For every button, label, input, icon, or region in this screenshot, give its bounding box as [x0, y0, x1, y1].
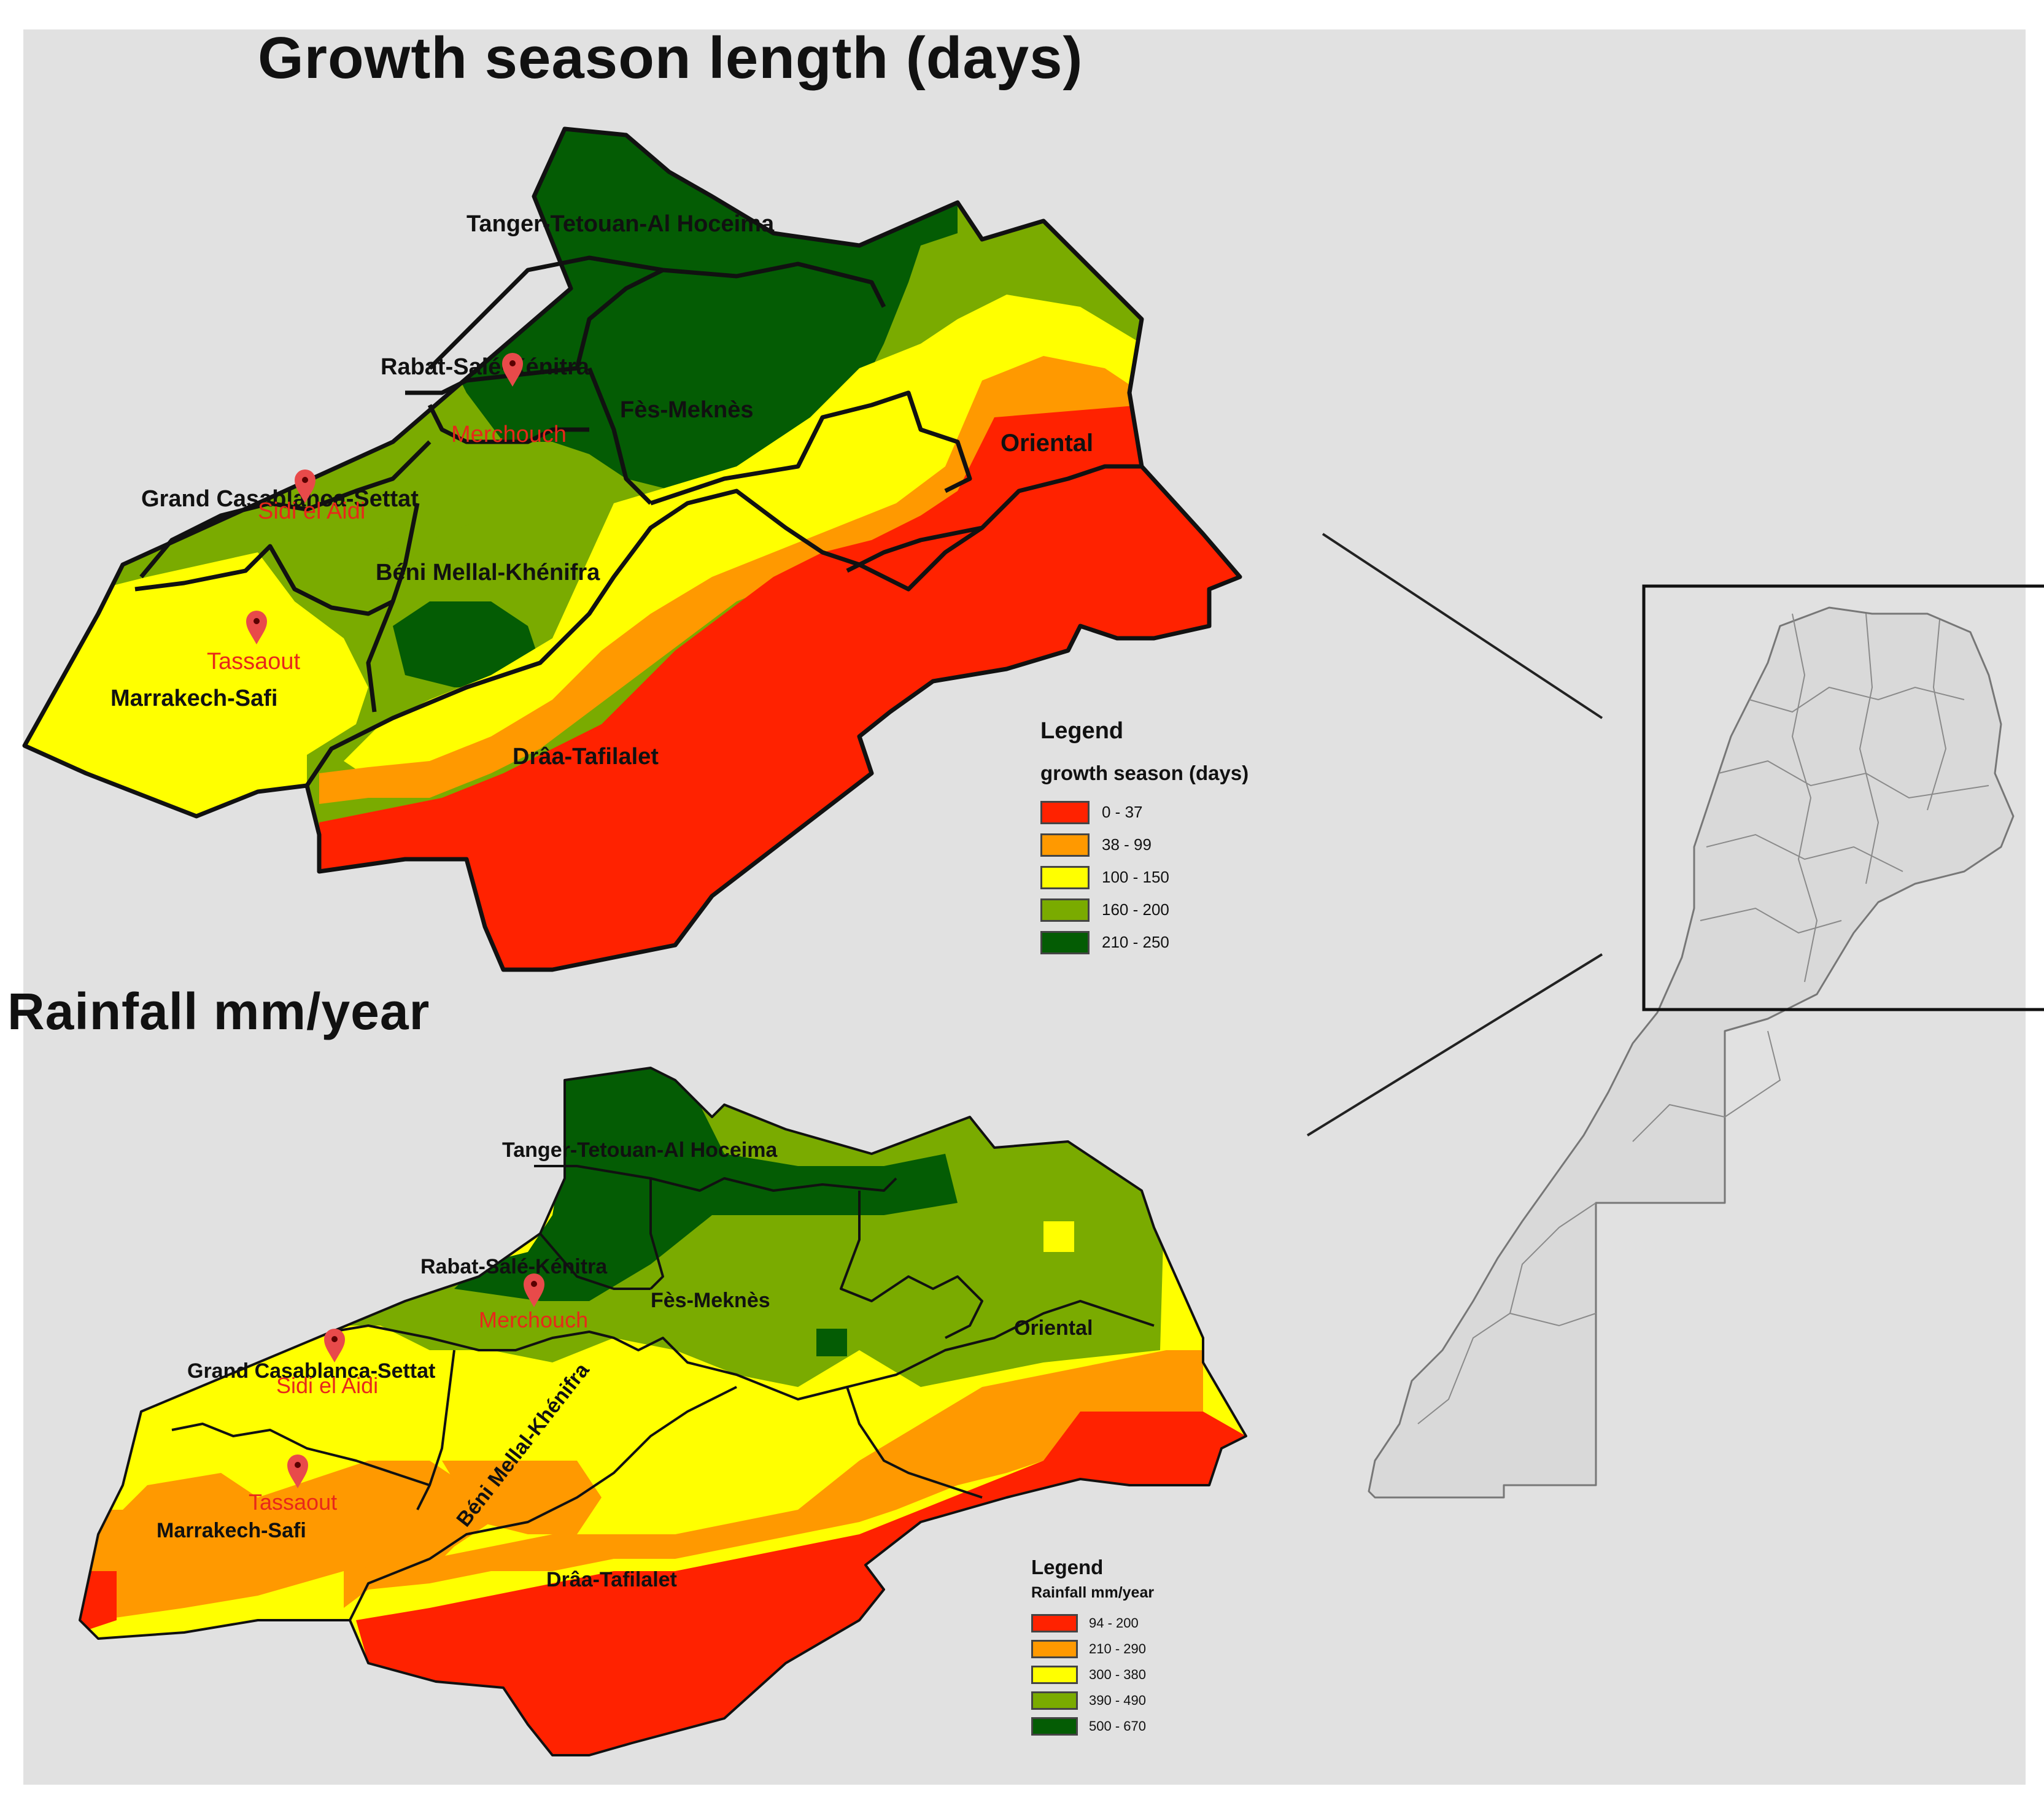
legend-label: 500 - 670	[1089, 1718, 1146, 1734]
legend-swatch	[1040, 833, 1090, 857]
legend-swatch	[1031, 1640, 1078, 1658]
site-label-sidi: Sidi el Aidi	[276, 1373, 378, 1398]
label-rabat: Rabat-Salé-Kénitra	[381, 354, 590, 380]
legend-label: 210 - 250	[1102, 933, 1169, 951]
label-tanger: Tanger-Tetouan-Al Hoceima	[466, 211, 775, 237]
map-pin-icon	[502, 353, 523, 387]
legend-label: 160 - 200	[1102, 900, 1169, 919]
label-oriental: Oriental	[1014, 1316, 1093, 1340]
legend-swatch	[1040, 898, 1090, 922]
site-label-tassaout: Tassaout	[249, 1489, 337, 1515]
top-region-boundaries	[22, 126, 1242, 972]
label-tanger: Tanger-Tetouan-Al Hoceima	[502, 1138, 778, 1162]
map-pin-icon	[324, 1329, 345, 1362]
label-fes: Fès-Meknès	[651, 1289, 770, 1312]
growth-season-title: Growth season length (days)	[258, 25, 1083, 91]
label-draa: Drâa-Tafilalet	[513, 744, 659, 770]
raster-zone-red	[319, 405, 1240, 970]
growth-season-legend: Legend growth season (days) 0 - 37 38 - …	[1040, 718, 1248, 959]
legend-label: 94 - 200	[1089, 1615, 1139, 1631]
site-label-tassaout: Tassaout	[207, 649, 301, 674]
label-marrakech: Marrakech-Safi	[110, 686, 277, 711]
label-oriental: Oriental	[1001, 430, 1093, 457]
legend-swatch	[1040, 930, 1090, 954]
raster-zone-orange-center	[442, 1461, 602, 1534]
label-draa: Drâa-Tafilalet	[546, 1568, 677, 1591]
legend-label: 38 - 99	[1102, 835, 1152, 854]
legend-item: 0 - 37	[1040, 796, 1248, 829]
inset-country-outline	[1368, 606, 2015, 1499]
map-pin-icon	[524, 1273, 544, 1307]
legend-heading: Legend	[1040, 718, 1124, 744]
map-pin-icon	[287, 1455, 308, 1488]
raster-yellow-cell	[1043, 1221, 1074, 1252]
site-label-sidi: Sidi el Aidi	[258, 498, 365, 524]
raster-zone-orange	[344, 1350, 1203, 1608]
map-pin-icon	[246, 611, 267, 644]
legend-swatch	[1031, 1666, 1078, 1684]
legend-item: 38 - 99	[1040, 829, 1248, 861]
legend-item: 300 - 380	[1031, 1662, 1154, 1688]
label-marrakech: Marrakech-Safi	[157, 1519, 306, 1542]
legend-item: 210 - 290	[1031, 1636, 1154, 1662]
legend-label: 0 - 37	[1102, 803, 1143, 821]
label-rabat: Rabat-Salé-Kénitra	[420, 1255, 608, 1278]
raster-zone-green	[270, 1068, 1166, 1387]
connector-line-top	[1322, 533, 1603, 719]
legend-item: 210 - 250	[1040, 926, 1248, 959]
map-pin-icon	[295, 469, 316, 503]
inset-locator	[1306, 533, 2044, 1499]
legend-swatch	[1031, 1614, 1078, 1632]
legend-item: 160 - 200	[1040, 894, 1248, 926]
label-casablanca: Grand Casablanca-Settat	[187, 1359, 435, 1383]
inset-province-lines	[1417, 613, 1989, 1424]
legend-item: 94 - 200	[1031, 1610, 1154, 1636]
legend-label: 100 - 150	[1102, 868, 1169, 886]
legend-subtitle: Rainfall mm/year	[1031, 1584, 1155, 1601]
legend-item: 500 - 670	[1031, 1713, 1154, 1739]
raster-zone-dark-green-2	[393, 601, 540, 687]
label-fes: Fès-Meknès	[620, 397, 754, 423]
connector-line-bottom	[1306, 953, 1603, 1137]
top-site-markers: Merchouch Sidi el Aidi Tassaout	[207, 353, 567, 674]
legend-item: 390 - 490	[1031, 1688, 1154, 1713]
raster-zone-red	[356, 1412, 1246, 1755]
legend-label: 390 - 490	[1089, 1693, 1146, 1708]
legend-swatch	[1040, 800, 1090, 824]
site-label-merchouch: Merchouch	[451, 422, 567, 447]
bottom-site-markers: Merchouch Sidi el Aidi Tassaout	[249, 1273, 588, 1515]
inset-frame	[1642, 584, 2044, 1011]
legend-swatch	[1031, 1717, 1078, 1736]
legend-swatch	[1040, 865, 1090, 889]
bottom-region-boundaries	[79, 1067, 1247, 1756]
raster-zone-orange-west	[80, 1461, 491, 1620]
legend-label: 300 - 380	[1089, 1667, 1146, 1682]
rainfall-legend: Legend Rainfall mm/year 94 - 200 210 - 2…	[1031, 1556, 1154, 1739]
label-casablanca: Grand Casablanca-Settat	[141, 486, 419, 512]
site-label-merchouch: Merchouch	[479, 1307, 588, 1332]
legend-swatch	[1031, 1691, 1078, 1710]
legend-subtitle: growth season (days)	[1040, 762, 1249, 784]
legend-label: 210 - 290	[1089, 1641, 1146, 1656]
raster-zone-orange	[319, 356, 1142, 804]
legend-item: 100 - 150	[1040, 861, 1248, 894]
rainfall-title: Rainfall mm/year	[7, 983, 430, 1040]
label-beni: Béni Mellal-Khénifra	[376, 560, 600, 585]
raster-zone-dark-green	[454, 1068, 958, 1301]
raster-zone-yellow	[344, 295, 1142, 786]
raster-red-cell-west	[80, 1571, 117, 1632]
top-region-labels: Tanger-Tetouan-Al Hoceima Rabat-Salé-Kén…	[110, 211, 1093, 770]
raster-dark-green-cell	[816, 1329, 847, 1356]
legend-heading: Legend	[1031, 1556, 1104, 1578]
